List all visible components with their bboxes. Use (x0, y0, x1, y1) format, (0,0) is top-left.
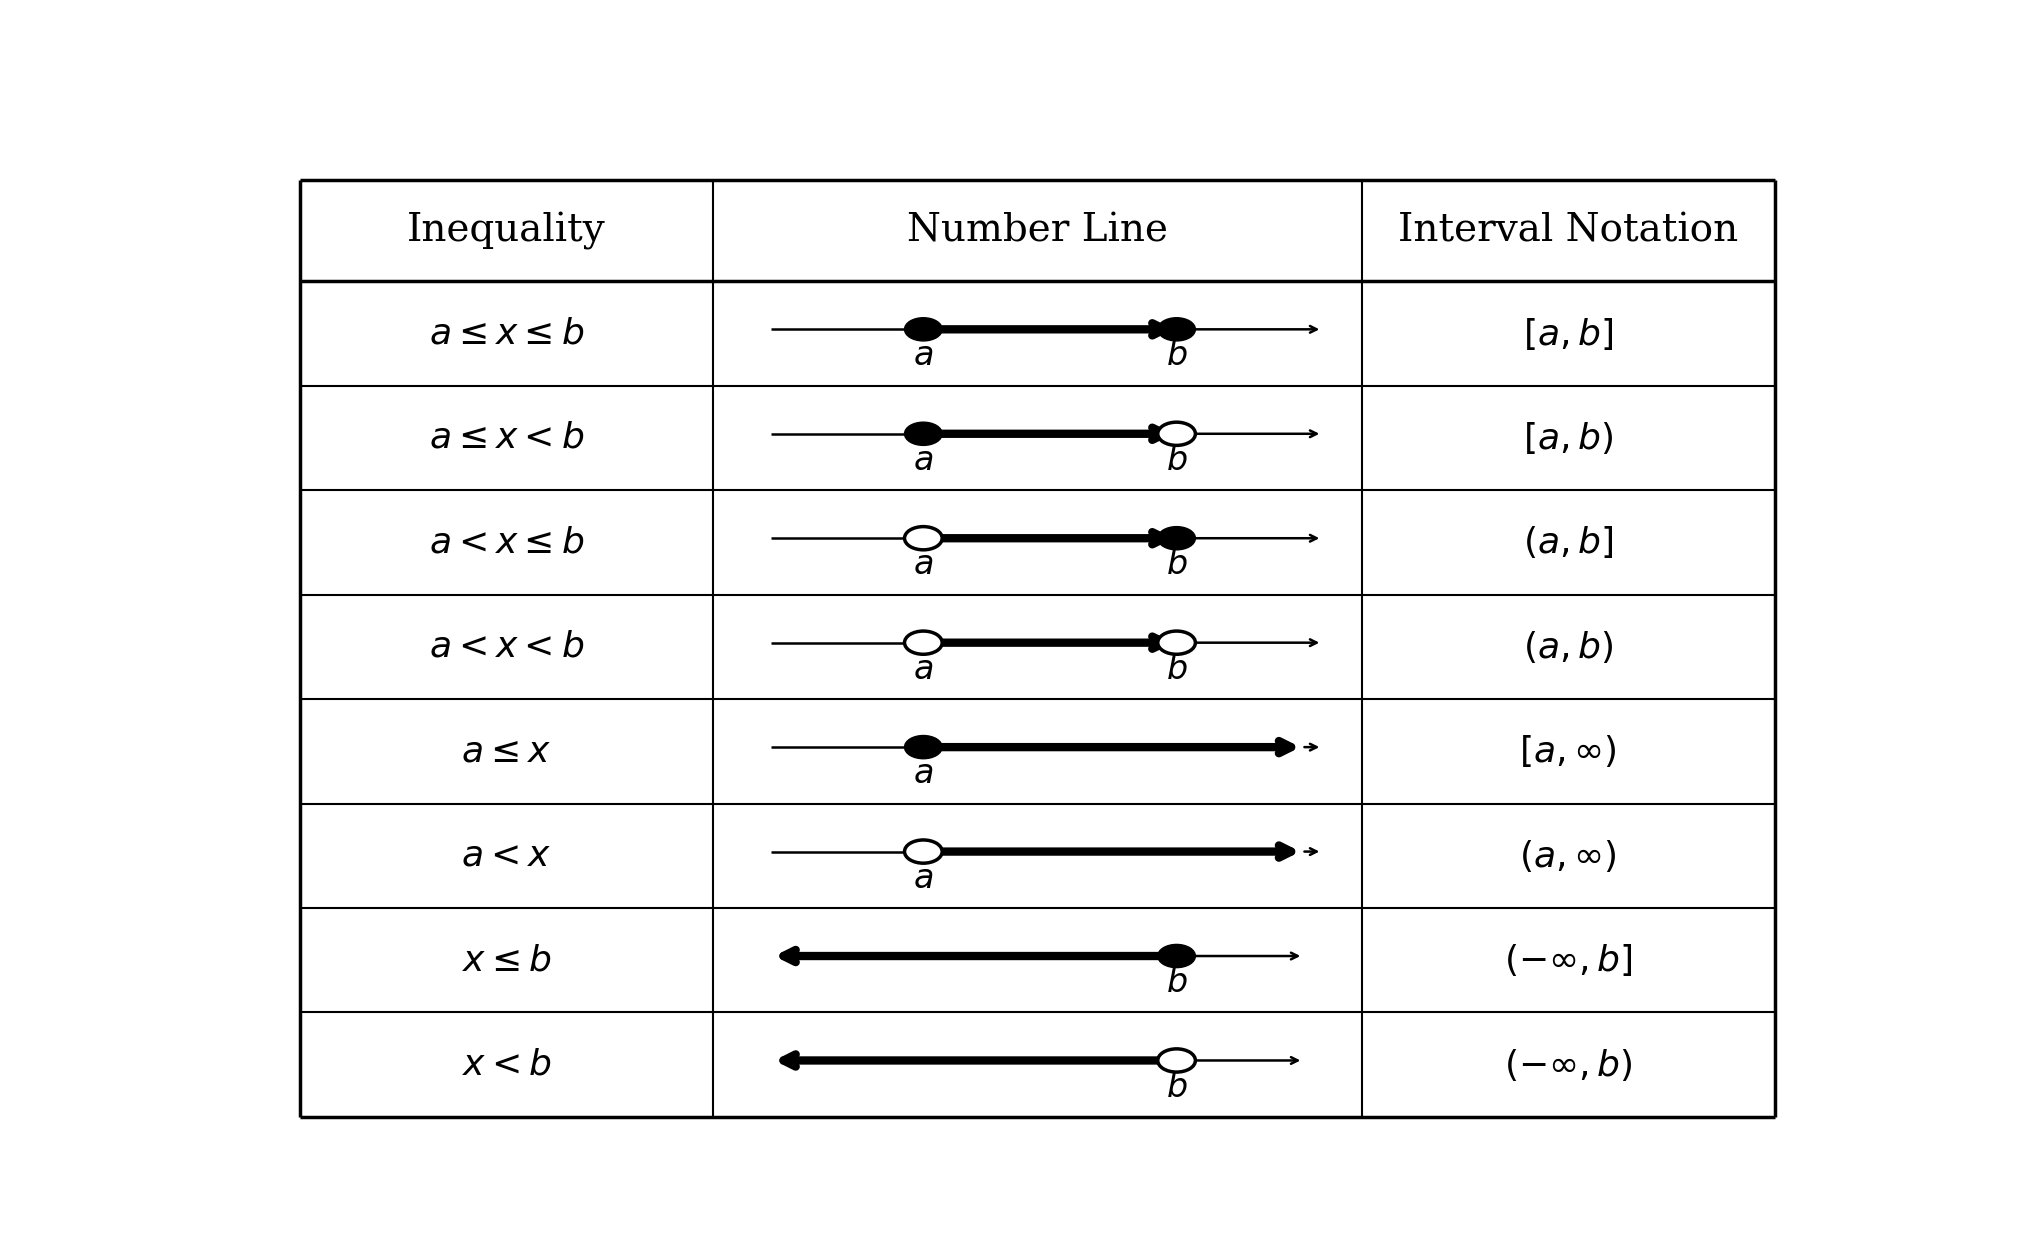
Text: $b$: $b$ (1165, 445, 1188, 477)
Text: $(a,b)$: $(a,b)$ (1521, 629, 1612, 664)
Text: $a < x \leq b$: $a < x \leq b$ (429, 525, 585, 559)
Text: $a \leq x$: $a \leq x$ (461, 735, 552, 769)
Circle shape (1157, 631, 1196, 654)
Circle shape (1157, 1049, 1196, 1073)
Circle shape (1157, 526, 1196, 550)
Text: $b$: $b$ (1165, 340, 1188, 373)
Circle shape (904, 318, 941, 340)
Text: $b$: $b$ (1165, 967, 1188, 1000)
Text: $b$: $b$ (1165, 549, 1188, 582)
Text: $a$: $a$ (912, 654, 933, 686)
Text: $a$: $a$ (912, 863, 933, 894)
Text: $[a,\infty)$: $[a,\infty)$ (1519, 734, 1616, 770)
Circle shape (904, 736, 941, 759)
Text: $a \leq x \leq b$: $a \leq x \leq b$ (429, 317, 585, 350)
Text: $(a,b]$: $(a,b]$ (1521, 525, 1612, 560)
Text: $a < x < b$: $a < x < b$ (429, 629, 585, 664)
Text: Inequality: Inequality (407, 211, 605, 250)
Text: $a$: $a$ (912, 445, 933, 477)
Text: $x < b$: $x < b$ (461, 1048, 550, 1081)
Text: $a$: $a$ (912, 549, 933, 582)
Text: $a$: $a$ (912, 759, 933, 790)
Text: $[a,b]$: $[a,b]$ (1521, 315, 1612, 352)
Text: $(-\infty,b]$: $(-\infty,b]$ (1503, 942, 1633, 978)
Text: Number Line: Number Line (906, 212, 1167, 249)
Circle shape (904, 422, 941, 446)
Circle shape (904, 631, 941, 654)
Text: $b$: $b$ (1165, 1071, 1188, 1104)
Text: $a$: $a$ (912, 340, 933, 373)
Text: $(a,\infty)$: $(a,\infty)$ (1519, 838, 1616, 874)
Circle shape (904, 840, 941, 863)
Text: $a \leq x < b$: $a \leq x < b$ (429, 421, 585, 455)
Text: $b$: $b$ (1165, 654, 1188, 686)
Text: Interval Notation: Interval Notation (1398, 212, 1738, 249)
Text: $(-\infty,b)$: $(-\infty,b)$ (1503, 1046, 1633, 1083)
Text: $x \leq b$: $x \leq b$ (461, 943, 550, 977)
Circle shape (1157, 422, 1196, 446)
Circle shape (1157, 945, 1196, 967)
Circle shape (1157, 318, 1196, 340)
Text: $a < x$: $a < x$ (461, 839, 552, 873)
Text: $[a,b)$: $[a,b)$ (1521, 420, 1612, 456)
Circle shape (904, 526, 941, 550)
